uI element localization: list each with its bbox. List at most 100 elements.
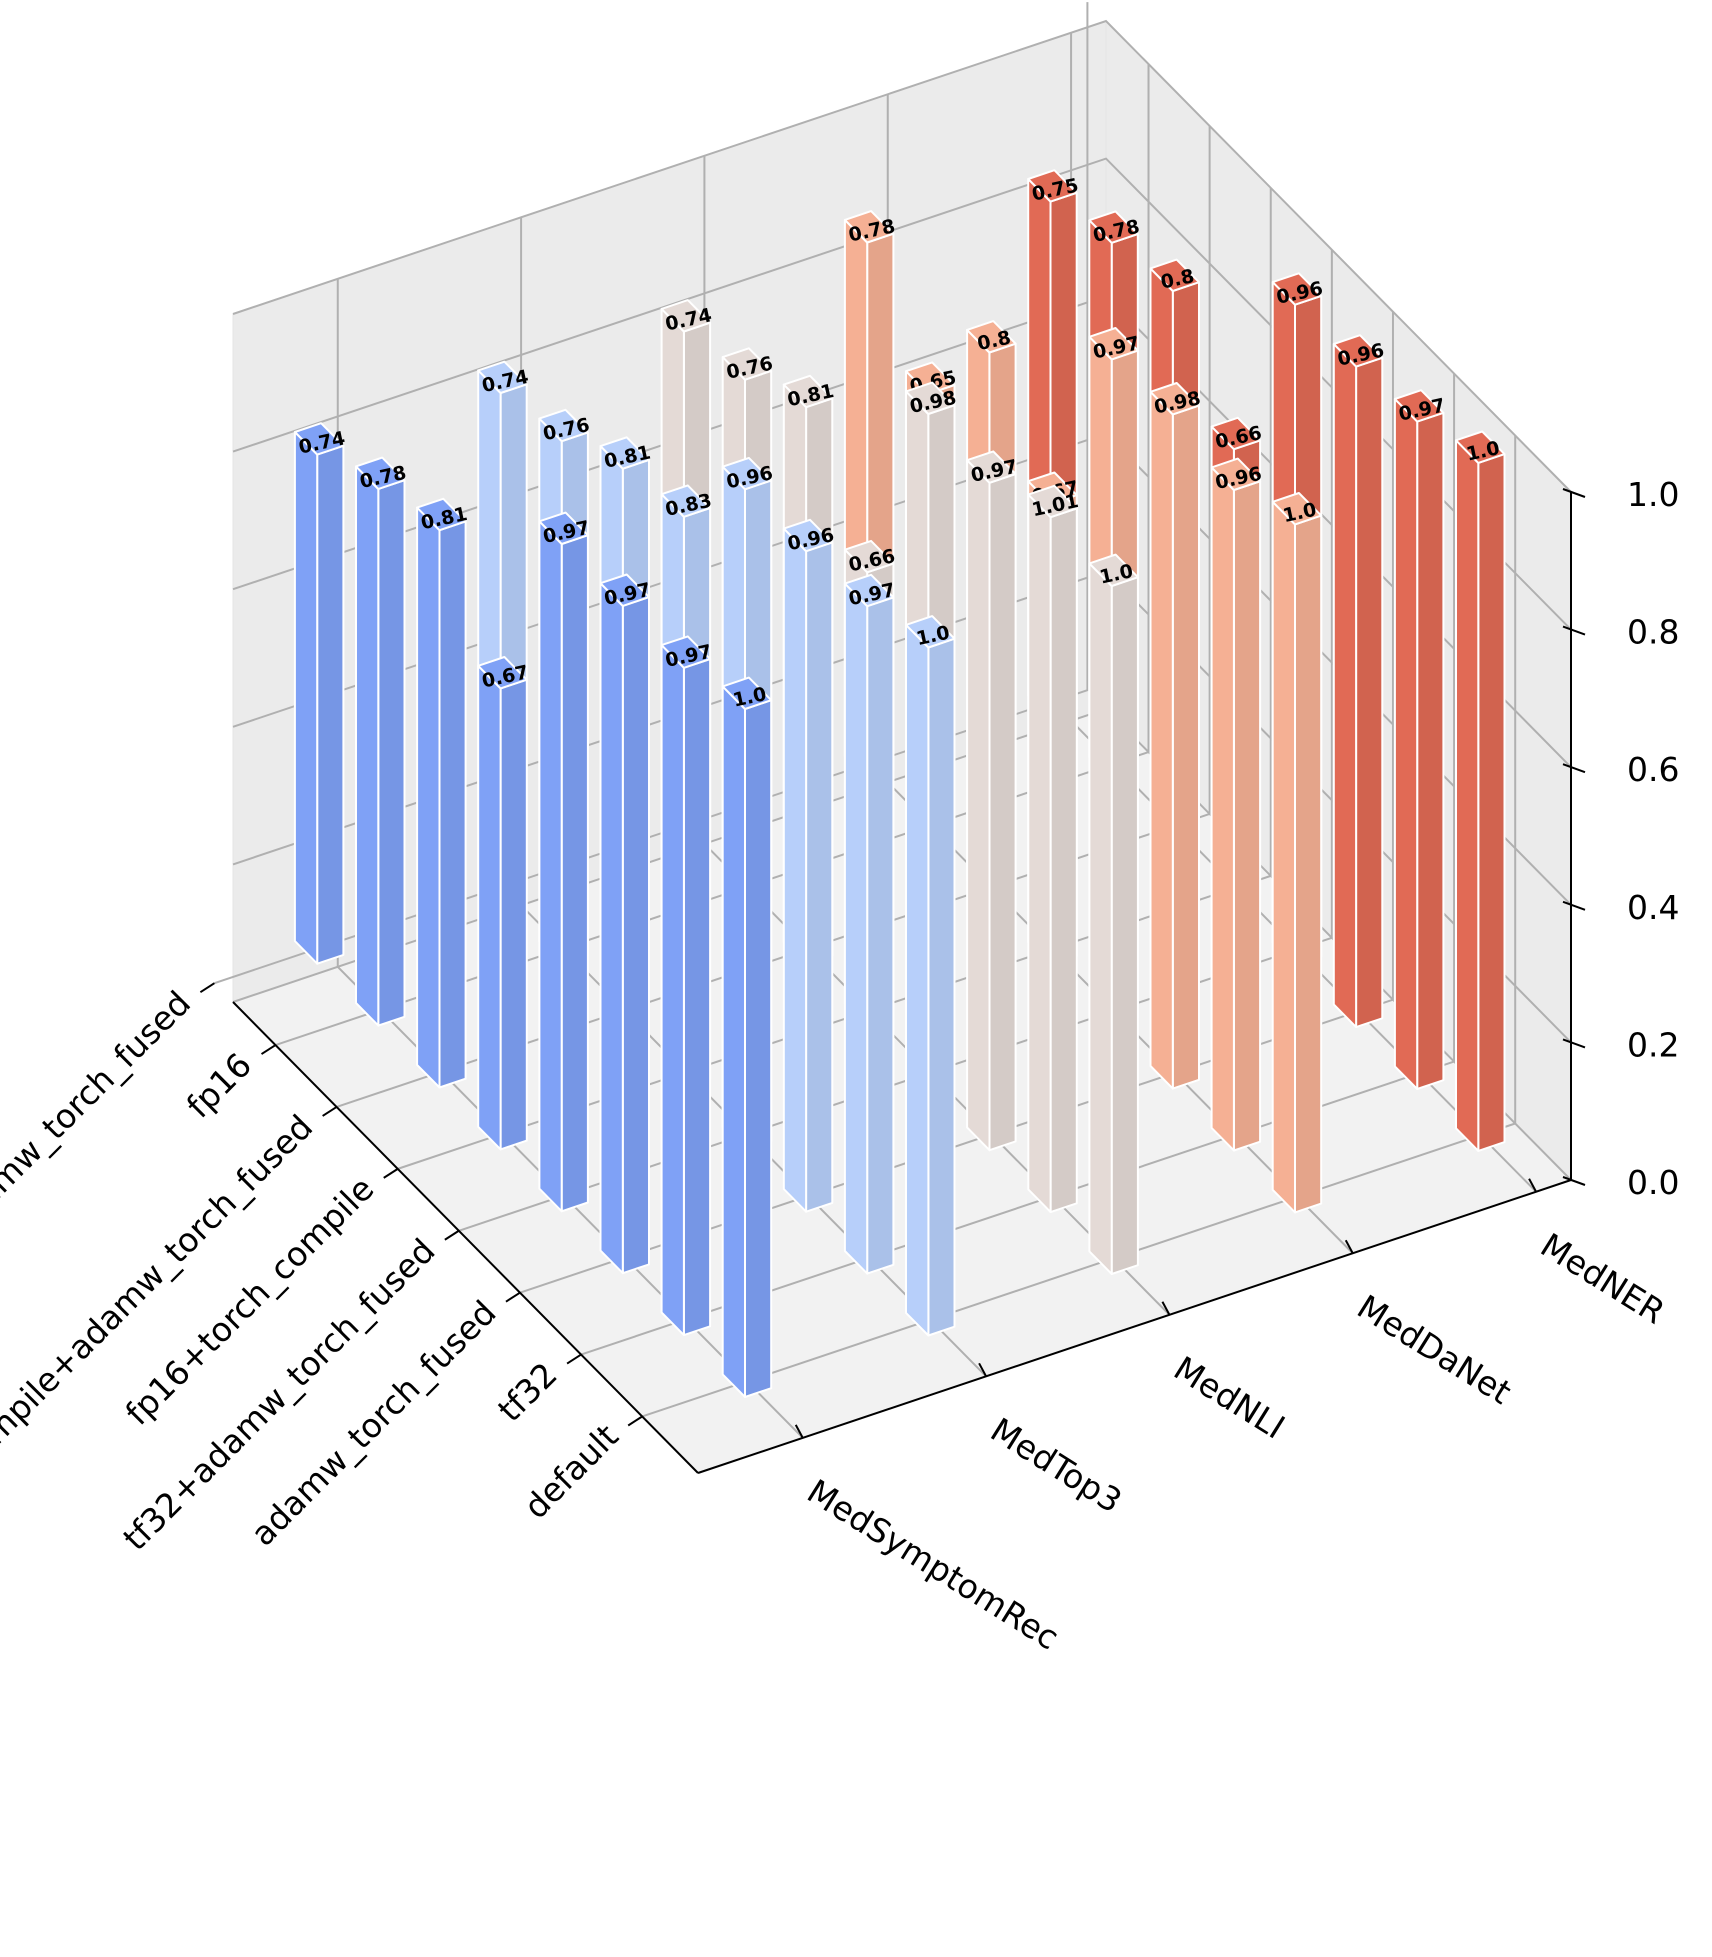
bar-face-top	[599, 573, 650, 607]
bar-MedNLI-default: 1.0	[1088, 553, 1139, 1275]
bar-face-top	[1088, 553, 1139, 587]
bar-face-front	[293, 431, 319, 965]
x-tick	[383, 1168, 399, 1179]
bar-MedTop3-tf32: 0.97	[843, 573, 897, 1275]
bar-face-side	[988, 473, 1017, 1152]
bar-face-front	[721, 685, 746, 1398]
y-axis-line	[697, 1179, 1572, 1474]
x-tick	[566, 1353, 582, 1365]
bar-MedSymptomRec-fp16: 0.78	[355, 456, 408, 1027]
bar-MedDaNet-adamw_torch_fused: 0.98	[1149, 382, 1203, 1090]
y-tick-label: MedNLI	[1167, 1349, 1292, 1447]
bar-MedSymptomRec-fp16+adamw_torch_fused: 0.74	[293, 422, 347, 965]
y-tick-label: MedTop3	[984, 1410, 1129, 1521]
bar-face-top	[966, 320, 1017, 354]
z-tick	[1562, 900, 1586, 911]
bar-face-side	[499, 678, 528, 1151]
grid-line-z	[232, 19, 1572, 493]
bar-face-side	[560, 534, 589, 1213]
z-tick-label: 0.2	[1627, 1025, 1679, 1064]
bar-face-side	[1110, 576, 1139, 1275]
bar-MedNER-tf32: 0.97	[1393, 389, 1447, 1090]
bar-face-top	[905, 381, 956, 415]
axis-lines	[199, 488, 1586, 1474]
bar-MedSymptomRec-adamw_torch_fused: 0.97	[599, 573, 653, 1275]
bar-face-front	[1210, 466, 1235, 1152]
bar-face-side	[927, 637, 956, 1337]
z-tick	[1562, 625, 1586, 636]
bar-face-top	[477, 656, 528, 690]
bar-face-side	[1294, 514, 1323, 1214]
bar-face-front	[905, 623, 930, 1337]
z-tick-label: 0.0	[1627, 1163, 1679, 1202]
x-tick	[444, 1229, 460, 1241]
x-tick	[627, 1415, 643, 1427]
bar-face-top	[843, 539, 895, 574]
bar-face-side	[1355, 356, 1384, 1029]
bar-face-top	[1332, 334, 1384, 368]
bar-face-side	[316, 444, 345, 965]
bar-face-top	[1088, 327, 1139, 361]
bar-face-top	[905, 615, 956, 649]
y-tick-label: MedDaNet	[1351, 1287, 1519, 1412]
bar-face-top	[1149, 258, 1200, 292]
bar-face-front	[1149, 390, 1174, 1090]
bar-face-side	[866, 596, 895, 1275]
z-tick	[1562, 1176, 1586, 1186]
bar-face-front	[1332, 343, 1358, 1029]
bar-face-top	[1271, 272, 1323, 306]
bar-face-top	[293, 422, 345, 456]
bar-face-front	[1393, 398, 1419, 1090]
z-tick-label: 0.4	[1627, 888, 1679, 927]
x-tick-label: fp16	[179, 1045, 259, 1125]
bar-face-side	[377, 479, 406, 1027]
bar-face-side	[1049, 507, 1078, 1214]
y-tick	[1161, 1301, 1171, 1316]
bar-face-top	[966, 450, 1017, 484]
bar-MedTop3-default: 1.0	[905, 615, 956, 1337]
bar-face-top	[721, 456, 773, 491]
bar-face-top	[1210, 457, 1262, 491]
bar-face-top	[782, 518, 834, 553]
bar-MedSymptomRec-default: 1.0	[721, 676, 773, 1398]
bar-face-front	[1271, 500, 1296, 1214]
bar-face-top	[1088, 210, 1139, 244]
bar-face-front	[660, 644, 685, 1337]
bar-face-top	[1271, 492, 1323, 526]
bar-face-top	[416, 497, 467, 532]
bar-face-top	[538, 408, 589, 443]
bar-face-top	[538, 511, 589, 545]
bar-face-front	[843, 582, 869, 1275]
y-tick-label: MedNER	[1534, 1225, 1672, 1331]
y-tick	[1344, 1239, 1354, 1254]
bar-face-front	[477, 664, 502, 1151]
y-tick-label: MedSymptomRec	[801, 1472, 1066, 1658]
bar-MedSymptomRec-fp16+torch_compile+adamw_torch_fused: 0.81	[416, 497, 469, 1089]
x-tick	[260, 1044, 277, 1055]
bar-face-front	[538, 520, 563, 1213]
bar-face-top	[660, 299, 712, 333]
bar-face-top	[477, 360, 528, 394]
z-tick	[1562, 1038, 1586, 1049]
bar-face-top	[1027, 169, 1078, 203]
x-tick-label: fp16+torch_compile	[118, 1169, 382, 1433]
bar-face-front	[1027, 493, 1052, 1214]
bar-face-front	[355, 465, 380, 1027]
bar-MedSymptomRec-fp16+torch_compile: 0.67	[477, 656, 530, 1151]
bar-face-top	[599, 436, 650, 470]
x-tick-label: tf32	[490, 1355, 565, 1430]
bar-face-top	[1149, 382, 1200, 416]
x-tick-label: default	[516, 1417, 626, 1527]
bar-face-top	[905, 361, 956, 395]
bar-face-front	[599, 582, 624, 1275]
bar-face-side	[805, 541, 834, 1213]
z-tick-label: 0.8	[1627, 613, 1679, 652]
bar-face-side	[621, 596, 650, 1275]
x-tick	[322, 1106, 338, 1117]
y-tick	[978, 1362, 987, 1377]
bar-face-top	[660, 484, 712, 518]
z-tick-label: 1.0	[1627, 475, 1679, 514]
bar-face-side	[438, 520, 467, 1089]
x-tick-label: adamw_torch_fused	[243, 1293, 504, 1554]
